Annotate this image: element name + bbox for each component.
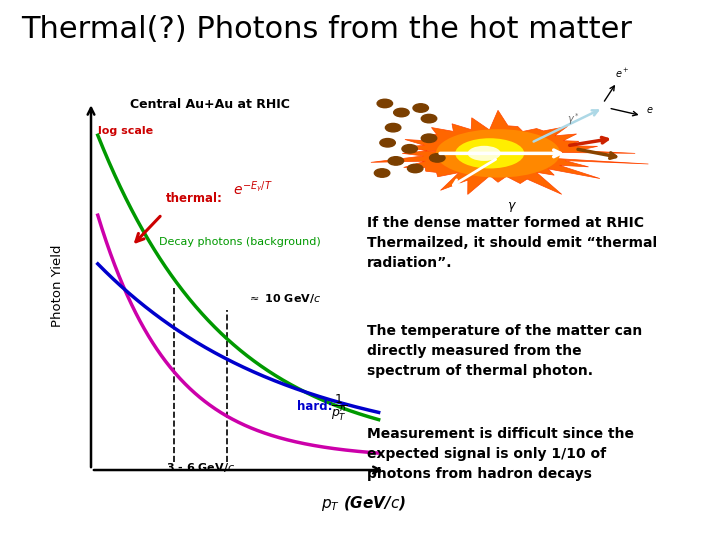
Text: $\approx$ 10 GeV/$c$: $\approx$ 10 GeV/$c$ (247, 292, 322, 305)
Text: $\gamma^*$: $\gamma^*$ (567, 111, 580, 127)
Text: $e^+$: $e^+$ (615, 66, 629, 80)
Text: Photon Yield: Photon Yield (50, 245, 63, 327)
Circle shape (388, 157, 404, 165)
Text: log scale: log scale (98, 126, 153, 137)
Text: Decay photons (background): Decay photons (background) (158, 237, 320, 247)
Text: $e^{-E_\gamma/T}$: $e^{-E_\gamma/T}$ (233, 179, 273, 198)
Text: $p_T$ (GeV/$c$): $p_T$ (GeV/$c$) (321, 494, 406, 513)
Circle shape (394, 109, 409, 117)
Text: hard:: hard: (297, 400, 333, 413)
Text: thermal:: thermal: (166, 192, 222, 205)
Circle shape (380, 139, 395, 147)
Circle shape (421, 134, 437, 143)
Text: Thermal(?) Photons from the hot matter: Thermal(?) Photons from the hot matter (22, 15, 633, 44)
Text: $\gamma$: $\gamma$ (507, 200, 517, 214)
Ellipse shape (455, 138, 524, 168)
Text: $e$: $e$ (646, 105, 654, 114)
Circle shape (374, 169, 390, 177)
Circle shape (430, 154, 445, 162)
Circle shape (413, 104, 428, 112)
Text: $\dfrac{1}{p_T^n}$: $\dfrac{1}{p_T^n}$ (331, 393, 348, 423)
Ellipse shape (468, 146, 501, 161)
Text: 3 - 6 GeV/$c$: 3 - 6 GeV/$c$ (166, 461, 235, 474)
Text: Measurement is difficult since the
expected signal is only 1/10 of
photons from : Measurement is difficult since the expec… (367, 427, 634, 481)
Circle shape (408, 164, 423, 173)
Ellipse shape (436, 129, 560, 178)
Text: The temperature of the matter can
directly measured from the
spectrum of thermal: The temperature of the matter can direct… (367, 324, 642, 378)
Circle shape (421, 114, 437, 123)
Circle shape (385, 124, 401, 132)
Circle shape (377, 99, 392, 107)
Circle shape (402, 145, 418, 153)
Text: Central Au+Au at RHIC: Central Au+Au at RHIC (130, 98, 289, 111)
Text: If the dense matter formed at RHIC
Thermailzed, it should emit “thermal
radiatio: If the dense matter formed at RHIC Therm… (367, 216, 657, 270)
Polygon shape (371, 110, 649, 194)
